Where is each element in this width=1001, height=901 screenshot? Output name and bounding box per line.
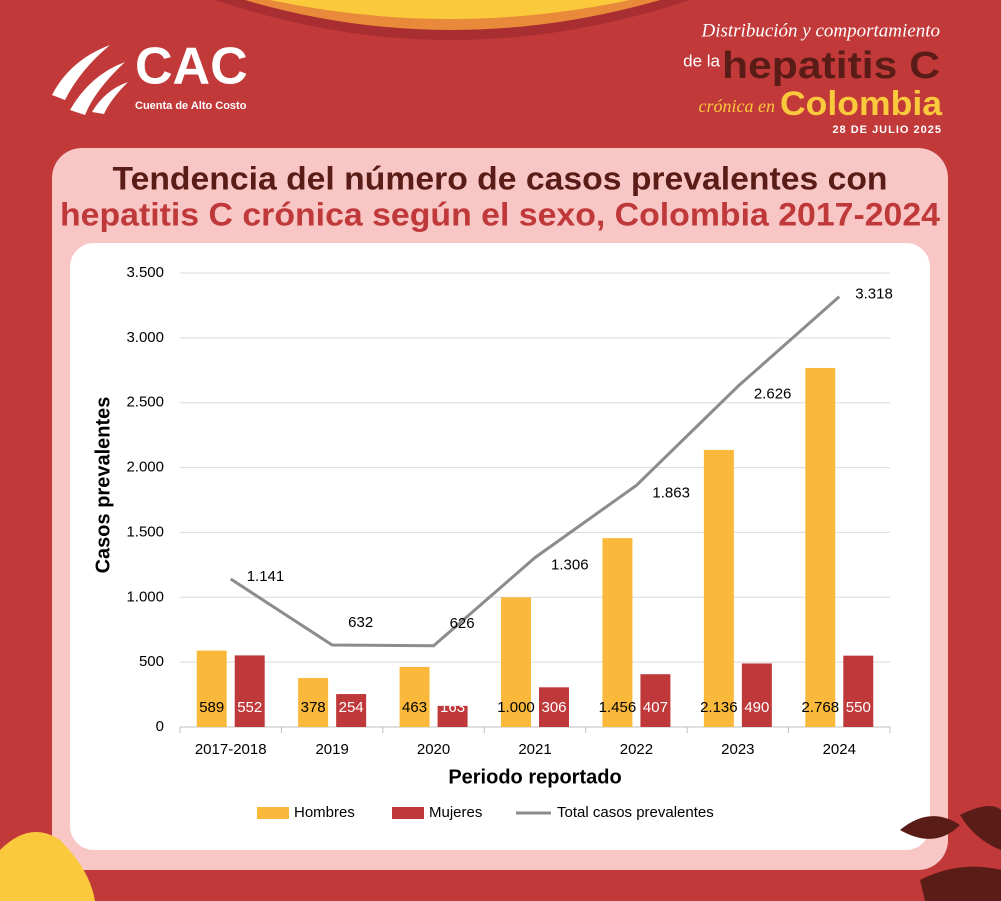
data-label: 163 — [440, 699, 465, 716]
line — [229, 295, 841, 648]
logo-subtitle: Cuenta de Alto Costo — [135, 100, 247, 112]
leaf-decor — [0, 832, 95, 901]
bar — [234, 655, 265, 727]
x-tick-label: 2024 — [823, 741, 856, 758]
bar — [602, 538, 633, 727]
x-tick-label: 2022 — [620, 741, 653, 758]
header-text: crónica en — [699, 96, 775, 116]
y-tick-label: 500 — [139, 653, 164, 670]
bar — [741, 663, 772, 727]
y-tick-label: 0 — [156, 718, 164, 735]
data-label: 552 — [237, 699, 262, 716]
header-text: de la — [683, 51, 720, 70]
bar — [640, 674, 671, 727]
bar — [437, 705, 468, 727]
bar — [703, 449, 734, 727]
data-label: 407 — [643, 699, 668, 716]
logo-icon — [52, 45, 128, 115]
bar — [501, 597, 531, 727]
y-tick-label: 2.000 — [126, 459, 164, 476]
data-label: 3.318 — [855, 286, 893, 303]
data-label: 1.141 — [247, 568, 285, 585]
leaf-decor — [900, 806, 1001, 901]
data-label: 589 — [199, 699, 224, 716]
data-label: 2.136 — [700, 699, 738, 716]
x-tick-label: 2021 — [518, 741, 551, 758]
header-text: Colombia — [780, 85, 943, 123]
y-tick-label: 3.000 — [126, 329, 164, 346]
header-text: hepatitis C — [722, 45, 940, 87]
x-tick-label: 2017-2018 — [195, 741, 267, 758]
chart-title: Tendencia del número de casos prevalente… — [113, 160, 888, 196]
legend-label: Hombres — [294, 804, 355, 821]
data-label: 463 — [402, 699, 427, 716]
x-axis-label: Periodo reportado — [448, 766, 621, 788]
data-label: 306 — [541, 699, 566, 716]
data-label: 254 — [339, 699, 364, 716]
header-date: 28 DE JULIO 2025 — [832, 124, 942, 136]
legend-swatch — [257, 807, 289, 819]
data-label: 378 — [301, 699, 326, 716]
y-axis-label: Casos prevalentes — [92, 397, 114, 574]
bar — [196, 650, 227, 727]
bar — [336, 694, 367, 727]
data-label: 1.863 — [652, 484, 690, 501]
bar — [298, 677, 329, 727]
chart-panel — [70, 243, 930, 850]
data-label: 1.456 — [599, 699, 637, 716]
x-tick-label: 2023 — [721, 741, 754, 758]
data-label: 632 — [348, 614, 373, 631]
bar — [843, 655, 874, 727]
legend-label: Mujeres — [429, 804, 482, 821]
y-tick-label: 1.500 — [126, 523, 164, 540]
data-label: 550 — [846, 699, 871, 716]
x-tick-label: 2019 — [315, 741, 348, 758]
y-tick-label: 1.000 — [126, 588, 164, 605]
logo: CAC — [135, 38, 248, 96]
data-label: 1.000 — [497, 699, 535, 716]
legend-label: Total casos prevalentes — [557, 804, 714, 821]
x-tick-label: 2020 — [417, 741, 450, 758]
data-label: 1.306 — [551, 557, 589, 574]
data-label: 626 — [450, 615, 475, 632]
y-tick-label: 3.500 — [126, 264, 164, 281]
chart-title: hepatitis C crónica según el sexo, Colom… — [60, 196, 940, 232]
bar — [539, 687, 569, 727]
legend-swatch — [392, 807, 424, 819]
arc-decor — [270, 0, 630, 19]
y-tick-label: 2.500 — [126, 394, 164, 411]
bar — [805, 367, 836, 727]
header-text: Distribución y comportamiento — [700, 20, 940, 41]
data-label: 2.626 — [754, 385, 792, 402]
data-label: 490 — [744, 699, 769, 716]
bar — [399, 666, 430, 727]
data-label: 2.768 — [802, 699, 840, 716]
